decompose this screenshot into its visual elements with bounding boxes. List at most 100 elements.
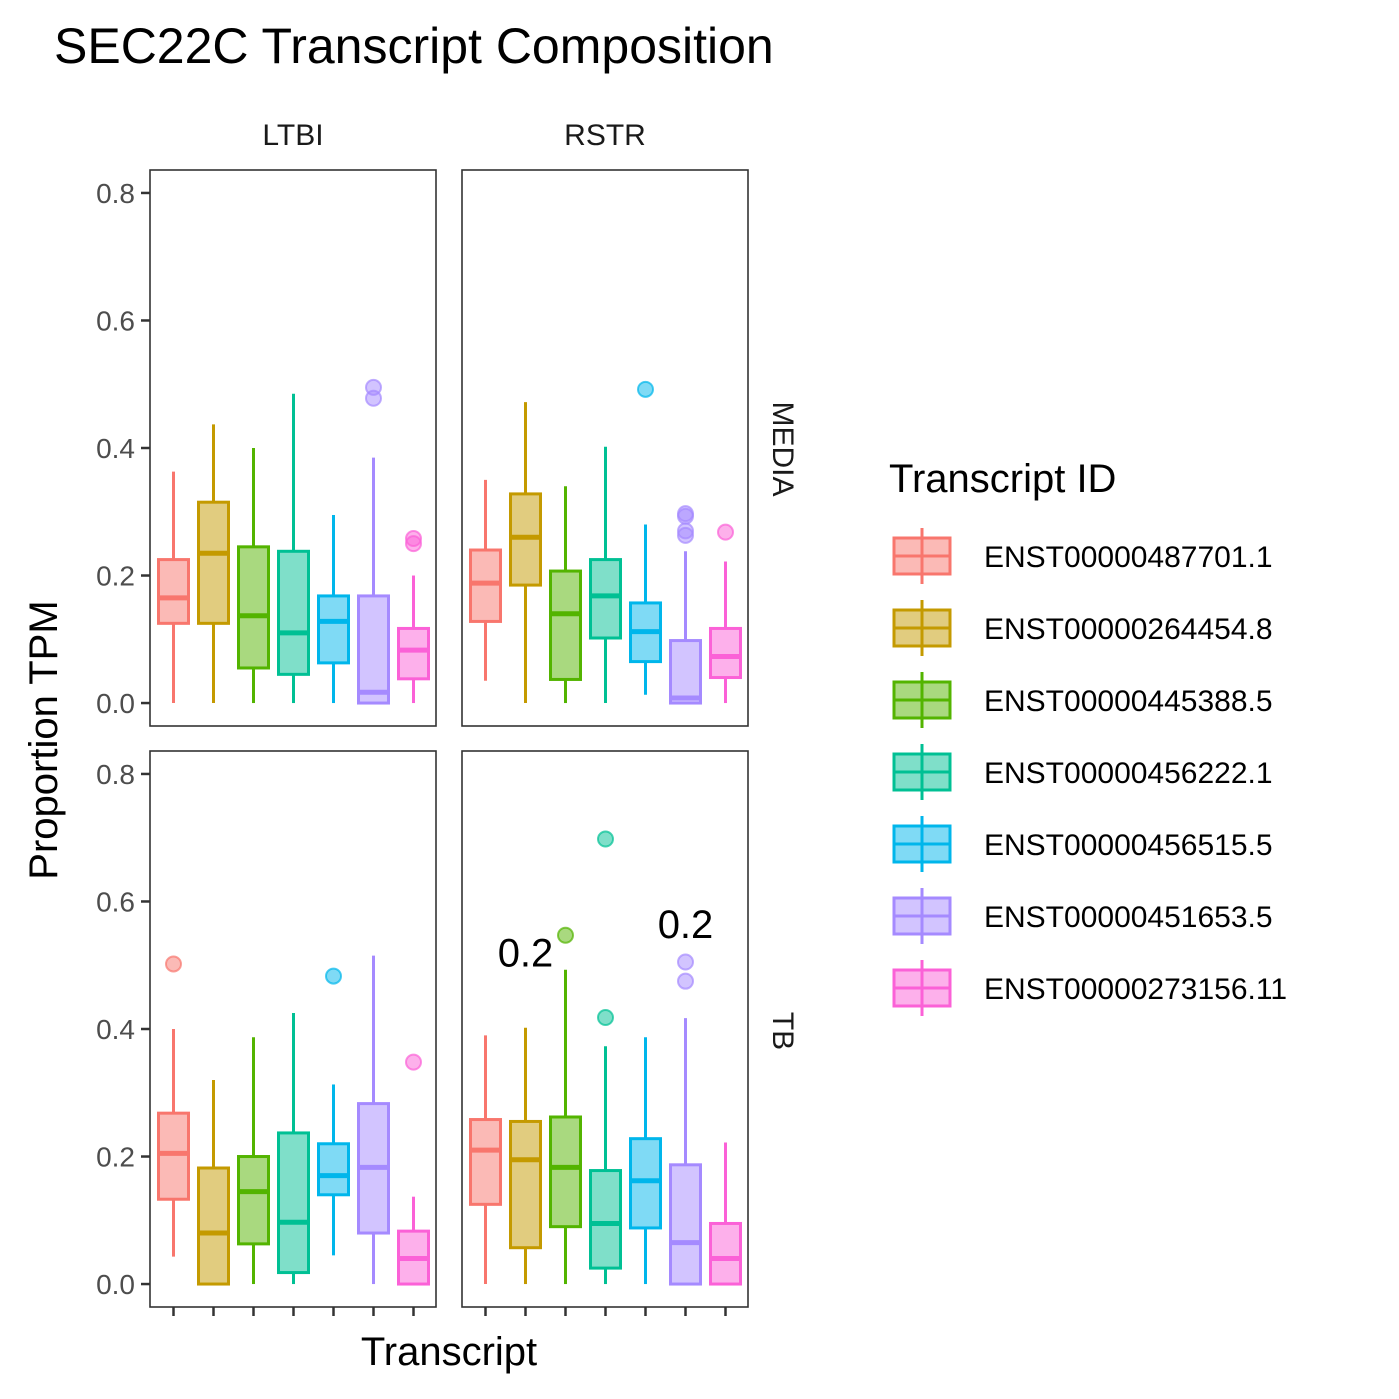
- panel-rstr-tb: 0.2 0.2: [461, 750, 749, 1316]
- x-axis-title: Transcript: [361, 1330, 537, 1374]
- box-rect: [629, 1137, 662, 1230]
- outlier-point: [637, 380, 654, 398]
- box-ENST00000273156.11: [397, 530, 430, 704]
- box-rect: [357, 594, 390, 705]
- box-ENST00000264454.8: [197, 1080, 230, 1286]
- chart-title: SEC22C Transcript Composition: [54, 18, 774, 74]
- box-ENST00000451653.5: [669, 505, 702, 705]
- legend-item: ENST00000273156.11: [892, 960, 1287, 1016]
- box-ENST00000456222.1: [277, 1013, 310, 1285]
- strip-label-tb: TB: [766, 1012, 799, 1050]
- legend-label: ENST00000456515.5: [984, 829, 1273, 862]
- outlier-point: [677, 972, 694, 990]
- box-ENST00000451653.5: [669, 953, 702, 1286]
- legend: Transcript ID ENST00000487701.1 ENST000002…: [889, 457, 1287, 1016]
- box-ENST00000445388.5: [549, 926, 582, 1285]
- box-ENST00000445388.5: [237, 448, 270, 704]
- strip-label-rstr: RSTR: [564, 119, 646, 152]
- outlier-point: [677, 507, 694, 525]
- panel-rstr-media: [461, 169, 749, 727]
- legend-item: ENST00000264454.8: [892, 600, 1273, 656]
- box-rect: [317, 594, 350, 665]
- y-tick-label: 0.2: [96, 1142, 135, 1173]
- outlier-point: [597, 1009, 614, 1027]
- y-tick-label: 0.6: [96, 886, 135, 917]
- legend-item: ENST00000487701.1: [892, 528, 1273, 584]
- box-rect: [469, 1118, 502, 1206]
- box-rect: [469, 548, 502, 623]
- box-ENST00000456515.5: [317, 967, 350, 1256]
- legend-label: ENST00000445388.5: [984, 685, 1273, 718]
- box-ENST00000445388.5: [237, 1037, 270, 1285]
- box-rect: [709, 1221, 742, 1286]
- legend-item: ENST00000445388.5: [892, 672, 1273, 728]
- y-tick-label: 0.0: [96, 688, 135, 719]
- box-ENST00000451653.5: [357, 378, 390, 705]
- y-tick-label: 0.4: [96, 433, 135, 464]
- box-ENST00000487701.1: [469, 1035, 502, 1285]
- box-ENST00000273156.11: [709, 1142, 742, 1286]
- legend-label: ENST00000273156.11: [984, 973, 1287, 1006]
- legend-label: ENST00000456222.1: [984, 757, 1273, 790]
- box-rect: [509, 1119, 542, 1250]
- box-ENST00000264454.8: [509, 402, 542, 704]
- y-tick-label: 0.2: [96, 561, 135, 592]
- legend-label: ENST00000451653.5: [984, 901, 1273, 934]
- outlier-point: [165, 955, 182, 973]
- box-rect: [157, 558, 190, 625]
- box-rect: [709, 626, 742, 680]
- y-tick-label: 0.0: [96, 1269, 135, 1300]
- facet-panels: 0.0 0.2 0.4 0.6 0.8 0.0 0.2 0.4 0.6 0.8 0.2 0.2: [96, 169, 749, 1316]
- box-rect: [317, 1142, 350, 1197]
- strip-label-media: MEDIA: [766, 401, 799, 496]
- box-rect: [669, 639, 702, 705]
- y-axis-title: Proportion TPM: [22, 600, 66, 879]
- outlier-point: [557, 926, 574, 944]
- box-ENST00000264454.8: [509, 1027, 542, 1285]
- box-rect: [549, 569, 582, 681]
- box-rect: [397, 626, 430, 681]
- box-rect: [197, 1166, 230, 1286]
- outlier-point: [717, 523, 734, 541]
- y-tick-label: 0.4: [96, 1014, 135, 1045]
- legend-label: ENST00000264454.8: [984, 613, 1273, 646]
- outlier-point: [405, 535, 422, 553]
- box-rect: [277, 549, 310, 676]
- box-rect: [237, 545, 270, 670]
- outlier-point: [677, 953, 694, 971]
- panel-ltbi-media: 0.0 0.2 0.4 0.6 0.8: [96, 169, 437, 727]
- outlier-point: [597, 830, 614, 848]
- significance-annotation: 0.2: [658, 903, 714, 947]
- box-ENST00000456515.5: [629, 1037, 662, 1285]
- box-rect: [237, 1155, 270, 1246]
- outlier-point: [325, 967, 342, 985]
- legend-item: ENST00000456222.1: [892, 744, 1273, 800]
- box-ENST00000264454.8: [197, 424, 230, 704]
- box-ENST00000456515.5: [629, 380, 662, 695]
- box-ENST00000445388.5: [549, 486, 582, 704]
- significance-annotation: 0.2: [498, 931, 554, 975]
- y-tick-label: 0.6: [96, 305, 135, 336]
- outlier-point: [677, 526, 694, 544]
- legend-item: ENST00000451653.5: [892, 888, 1273, 944]
- outlier-point: [365, 389, 382, 407]
- panel-ltbi-tb: 0.0 0.2 0.4 0.6 0.8: [96, 750, 437, 1316]
- y-tick-label: 0.8: [96, 759, 135, 790]
- outlier-point: [405, 1053, 422, 1071]
- box-rect: [589, 1169, 622, 1270]
- box-ENST00000456222.1: [277, 393, 310, 704]
- box-rect: [157, 1111, 190, 1201]
- box-ENST00000451653.5: [357, 955, 390, 1285]
- box-rect: [277, 1131, 310, 1275]
- box-ENST00000487701.1: [157, 471, 190, 704]
- box-ENST00000273156.11: [397, 1053, 430, 1286]
- box-rect: [669, 1163, 702, 1286]
- box-ENST00000456515.5: [317, 514, 350, 704]
- box-rect: [589, 558, 622, 640]
- legend-item: ENST00000456515.5: [892, 816, 1273, 872]
- box-ENST00000456222.1: [589, 830, 622, 1285]
- box-ENST00000456222.1: [589, 446, 622, 704]
- box-ENST00000487701.1: [469, 479, 502, 681]
- box-rect: [549, 1115, 582, 1229]
